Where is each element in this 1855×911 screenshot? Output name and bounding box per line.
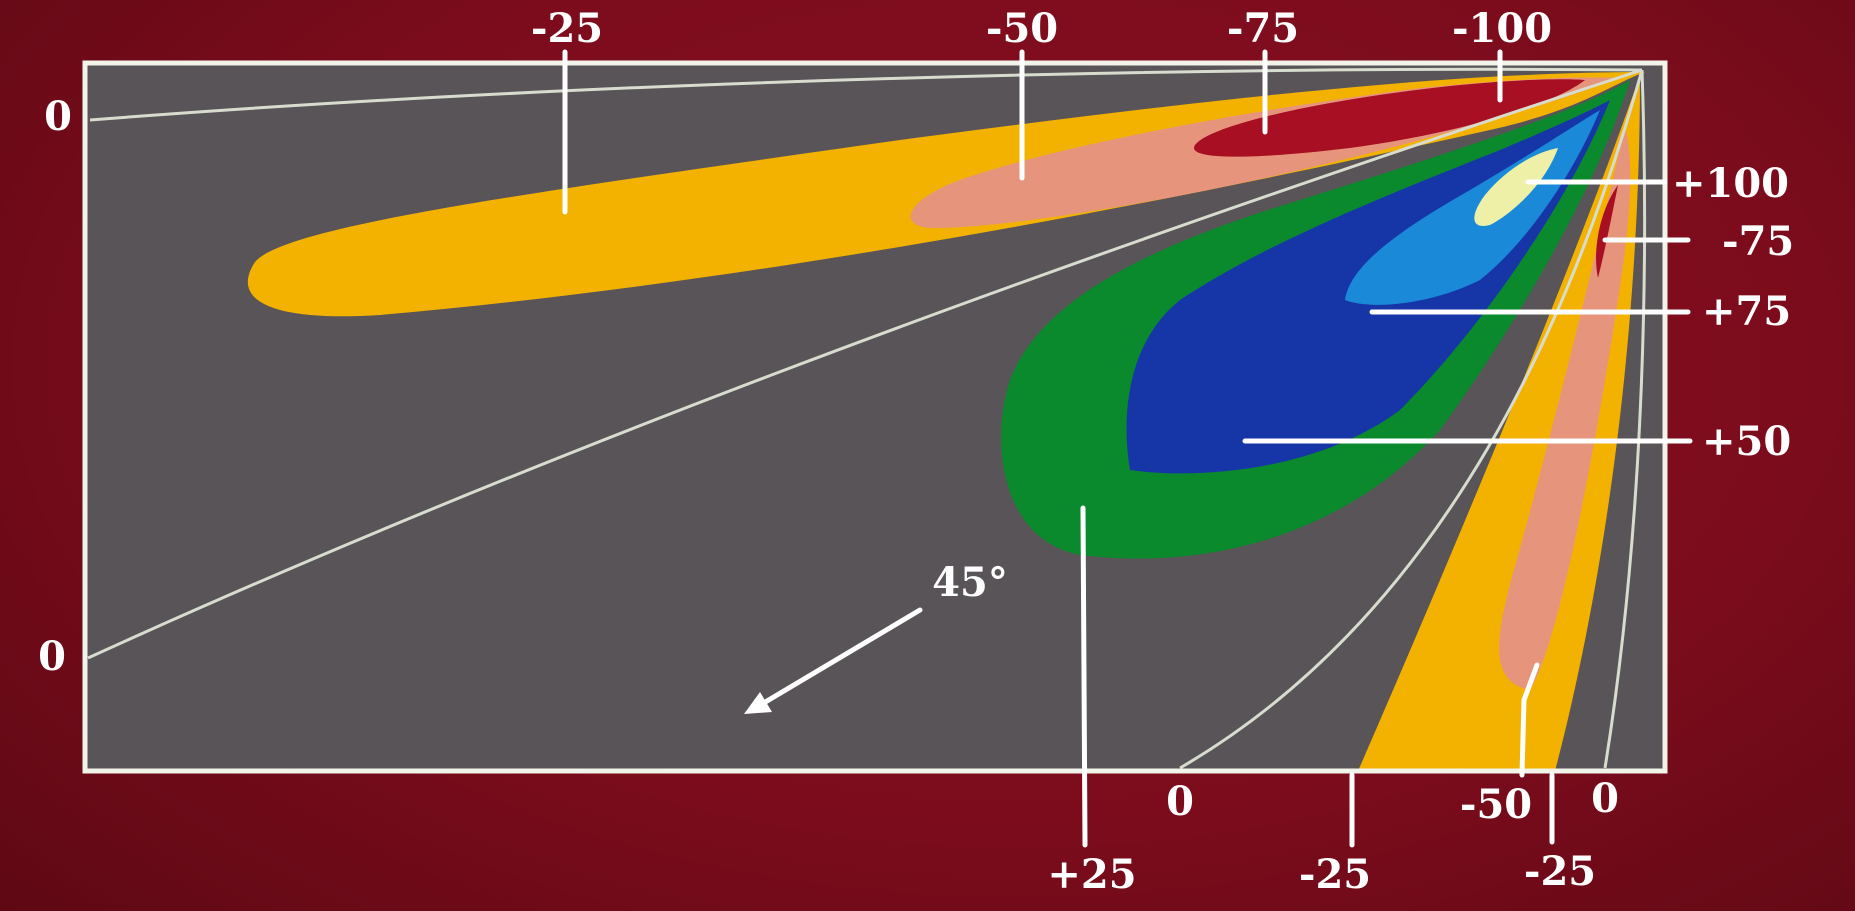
leader-bottom-pos25: [1080, 505, 1088, 848]
label-right-neg75: -75: [1722, 218, 1794, 265]
angle-arrow: [744, 607, 923, 714]
label-left-zero-bottom: 0: [38, 633, 66, 680]
label-top-neg25: -25: [531, 5, 603, 52]
leader-lines: [562, 49, 1693, 848]
label-bottom-zero-b: 0: [1591, 775, 1619, 822]
angle-arrow-shaft: [759, 607, 923, 707]
zero-contour-top: [89, 67, 1643, 122]
label-top-neg75: -75: [1227, 5, 1299, 52]
leader-bottom-neg50: [1519, 662, 1540, 778]
side-lobe-dark-red: [1596, 185, 1618, 278]
label-bottom-neg25-a: -25: [1299, 851, 1371, 898]
label-right-pos75: +75: [1702, 288, 1791, 335]
zero-contour-diagonal: [87, 68, 1643, 660]
label-angle: 45°: [932, 559, 1008, 606]
angle-arrow-head: [744, 692, 772, 714]
label-right-pos50: +50: [1702, 418, 1791, 465]
zero-contours: [87, 67, 1647, 770]
label-left-zero-top: 0: [44, 93, 72, 140]
label-bottom-zero-a: 0: [1166, 778, 1194, 825]
upper-lobe-dark-red: [1193, 79, 1585, 157]
label-bottom-pos25: +25: [1047, 851, 1136, 898]
label-bottom-neg50: -50: [1460, 781, 1532, 828]
plot-frame: [82, 60, 1668, 774]
main-lobe-pale-yellow: [1474, 148, 1558, 226]
side-lobe-yellow: [1358, 75, 1640, 771]
zero-contour-lower: [1179, 69, 1644, 770]
label-top-neg100: -100: [1452, 5, 1552, 52]
label-right-pos100: +100: [1672, 160, 1789, 207]
zero-contour-right: [1603, 69, 1647, 769]
label-top-neg50: -50: [986, 5, 1058, 52]
label-bottom-neg25-b: -25: [1524, 848, 1596, 895]
